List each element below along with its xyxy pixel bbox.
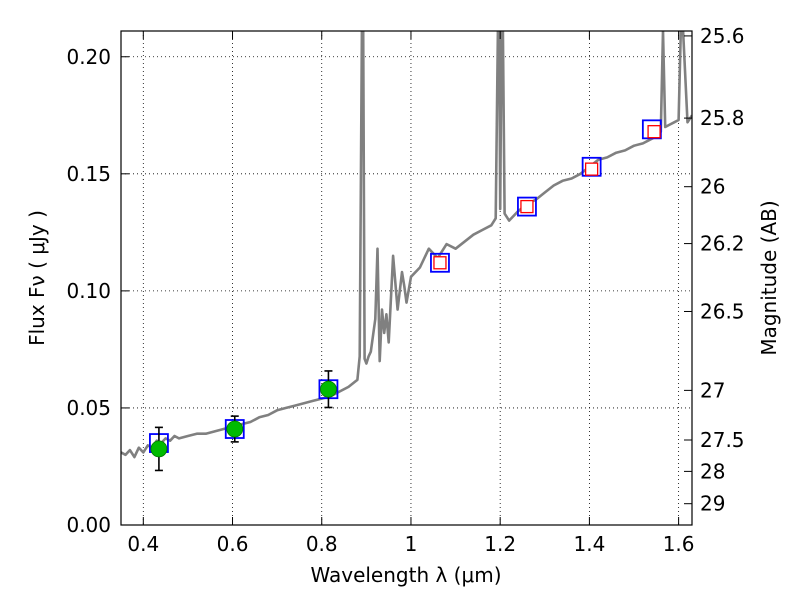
- x-tick-label: 1.6: [663, 532, 695, 556]
- ir-measurement-point: [584, 162, 599, 176]
- plot-area: [121, 31, 692, 472]
- y-tick-label: 0.00: [66, 513, 111, 537]
- y2-tick-label: 26.5: [700, 299, 745, 323]
- x-tick-label: 1.4: [573, 532, 605, 556]
- y2-tick-label: 25.8: [700, 106, 745, 130]
- y-tick-label: 0.10: [66, 279, 111, 303]
- plot-frame: [120, 30, 693, 526]
- model-photometry-point: [641, 119, 662, 140]
- detection-point: [226, 420, 244, 438]
- y2-tick-label: 26: [700, 175, 725, 199]
- y2-tick-label: 27: [700, 378, 725, 402]
- y2-tick-label: 29: [700, 492, 725, 516]
- ir-measurement-point: [520, 199, 534, 214]
- model-photometry-point: [517, 196, 537, 217]
- grid: [121, 31, 692, 526]
- sed-model-line: [121, 31, 692, 459]
- y2-tick-label: 26.2: [700, 232, 745, 256]
- y-tick-label: 0.05: [66, 396, 111, 420]
- model-photometry-point: [581, 156, 602, 177]
- x-tick-label: 0.4: [127, 532, 159, 556]
- x-tick-label: 1.2: [484, 532, 516, 556]
- axes: 0.4 0.6 0.8 1 1.2 1.4 1.6 0.00 0.05 0.10 0.15 0.20 2…: [66, 24, 744, 556]
- y2-axis-label: Magnitude (AB): [757, 200, 781, 355]
- y2-tick-label: 27.5: [700, 428, 745, 452]
- series-group: [121, 31, 692, 472]
- x-tick-label: 0.6: [217, 532, 249, 556]
- y2-tick-label: 28: [700, 459, 725, 483]
- detection-point: [150, 440, 168, 458]
- ir-measurement-point: [433, 256, 447, 270]
- ir-measurement-point: [647, 125, 661, 139]
- x-axis-label: Wavelength λ (μm): [310, 563, 501, 587]
- y-tick-label: 0.20: [66, 45, 111, 69]
- y-tick-label: 0.15: [66, 162, 111, 186]
- x-tick-label: 1: [405, 532, 418, 556]
- y-axis-label: Flux Fν ( μJy ): [25, 210, 49, 346]
- model-photometry-point: [430, 252, 450, 273]
- detection-point: [320, 380, 337, 398]
- y2-tick-label: 25.6: [700, 24, 745, 48]
- x-tick-label: 0.8: [306, 532, 338, 556]
